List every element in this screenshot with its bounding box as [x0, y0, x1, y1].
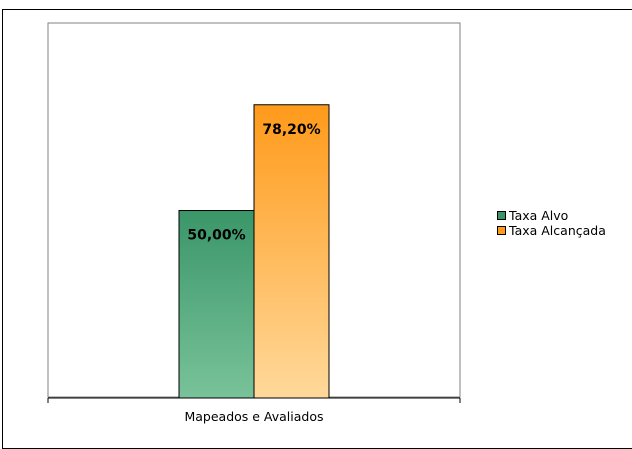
legend-label: Taxa Alvo [509, 208, 569, 223]
data-label: 50,00% [187, 228, 245, 244]
data-label: 78,20% [262, 122, 320, 138]
legend-swatch-orange [497, 226, 506, 235]
legend: Taxa Alvo Taxa Alcançada [497, 208, 606, 238]
legend-swatch-green [497, 211, 506, 220]
legend-item-taxa-alvo: Taxa Alvo [497, 208, 606, 223]
legend-label: Taxa Alcançada [509, 223, 606, 238]
x-tick-label: Mapeados e Avaliados [184, 409, 323, 424]
bar-taxa-alcan-ada [253, 104, 330, 399]
legend-item-taxa-alcancada: Taxa Alcançada [497, 223, 606, 238]
